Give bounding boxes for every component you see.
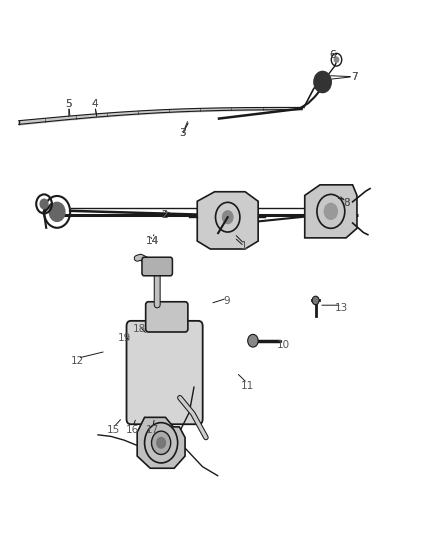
Text: 11: 11 bbox=[240, 381, 254, 391]
Text: 3: 3 bbox=[179, 128, 185, 138]
Text: 6: 6 bbox=[330, 51, 336, 60]
Text: 12: 12 bbox=[71, 356, 84, 366]
Text: 1: 1 bbox=[241, 241, 247, 252]
Circle shape bbox=[223, 211, 233, 223]
Text: 17: 17 bbox=[146, 425, 159, 435]
Text: 13: 13 bbox=[335, 303, 348, 313]
FancyBboxPatch shape bbox=[146, 302, 188, 332]
Text: 14: 14 bbox=[146, 236, 159, 246]
Text: 3: 3 bbox=[179, 128, 185, 138]
Text: 18: 18 bbox=[133, 324, 146, 334]
Text: 8: 8 bbox=[343, 198, 350, 208]
Circle shape bbox=[49, 203, 65, 221]
Text: 14: 14 bbox=[146, 236, 159, 246]
Text: 15: 15 bbox=[107, 425, 120, 435]
Circle shape bbox=[248, 334, 258, 347]
Text: 19: 19 bbox=[117, 333, 131, 343]
Text: 5: 5 bbox=[66, 99, 72, 109]
Text: 8: 8 bbox=[343, 198, 350, 208]
Text: 5: 5 bbox=[66, 99, 72, 109]
FancyBboxPatch shape bbox=[127, 321, 203, 424]
Circle shape bbox=[314, 71, 331, 93]
Text: 1: 1 bbox=[241, 241, 247, 252]
Circle shape bbox=[152, 431, 171, 455]
Circle shape bbox=[40, 199, 48, 209]
Text: 7: 7 bbox=[351, 71, 358, 82]
Text: 4: 4 bbox=[92, 99, 98, 109]
Text: 2: 2 bbox=[161, 209, 168, 220]
Circle shape bbox=[324, 204, 337, 219]
Text: 7: 7 bbox=[351, 71, 358, 82]
Circle shape bbox=[334, 57, 339, 62]
Polygon shape bbox=[137, 417, 185, 469]
Text: 2: 2 bbox=[161, 209, 168, 220]
Circle shape bbox=[157, 438, 166, 448]
Polygon shape bbox=[197, 192, 258, 249]
Text: 10: 10 bbox=[277, 340, 290, 350]
Polygon shape bbox=[305, 185, 357, 238]
FancyBboxPatch shape bbox=[142, 257, 173, 276]
Circle shape bbox=[312, 296, 319, 305]
Text: 16: 16 bbox=[126, 425, 139, 435]
Text: 4: 4 bbox=[92, 99, 98, 109]
Text: 6: 6 bbox=[330, 51, 336, 60]
Text: 9: 9 bbox=[223, 296, 230, 306]
